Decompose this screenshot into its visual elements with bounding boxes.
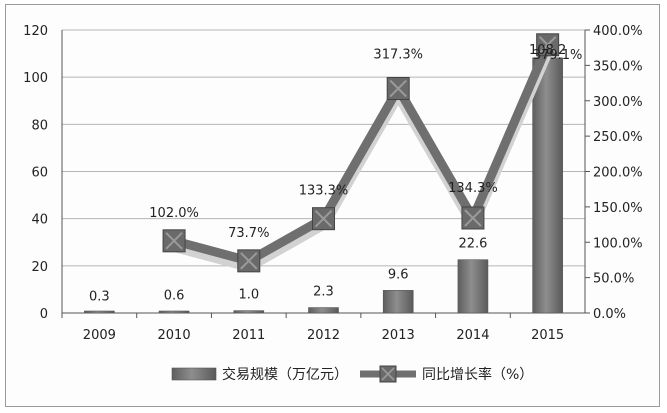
bar [158, 310, 190, 314]
x-tick-label: 2011 [232, 328, 265, 343]
y-right-tick-label: 350.0% [593, 59, 643, 74]
line-data-label: 379.1% [533, 48, 583, 63]
line-data-label: 317.3% [373, 48, 423, 63]
x-tick-label: 2012 [307, 328, 340, 343]
bar-data-label: 0.6 [164, 289, 185, 304]
x-tick-label: 2009 [83, 328, 116, 343]
y-right-tick-label: 200.0% [593, 166, 643, 181]
x-tick-label: 2015 [531, 328, 564, 343]
y-left-tick-label: 120 [23, 24, 48, 39]
legend-line-label: 同比增长率（%） [422, 366, 533, 383]
line-marker-cross [240, 252, 258, 270]
y-right-tick-label: 100.0% [593, 236, 643, 251]
bar [532, 57, 563, 314]
line-data-label: 134.3% [448, 181, 498, 196]
y-left-tick-label: 0 [40, 307, 48, 322]
series-line [172, 43, 552, 266]
line-series [162, 33, 560, 273]
line-marker-cross [464, 209, 482, 227]
data-labels: 0.3 0.6 1.0 2.3 9.6 22.6 108.2 102.0% 73.7% 133.3… [89, 43, 582, 304]
bar-data-label: 1.0 [238, 288, 259, 303]
bar-data-label: 22.6 [458, 237, 487, 252]
line-marker-cross [165, 232, 183, 250]
gridlines [62, 29, 585, 314]
line-marker-cross [389, 79, 407, 98]
legend: 交易规模（万亿元） 同比增长率（%） [171, 365, 533, 383]
bar-data-label: 0.3 [89, 289, 110, 304]
y-right-tick-label: 300.0% [593, 95, 643, 110]
x-tick-label: 2010 [158, 328, 191, 343]
legend-line-marker-cross [381, 367, 395, 381]
line-data-label: 73.7% [228, 226, 269, 241]
bar [233, 310, 265, 314]
line-marker-cross [314, 209, 333, 228]
legend-bar-swatch [171, 367, 217, 381]
bar [308, 307, 339, 314]
bar [457, 259, 489, 314]
y-right-tick-label: 150.0% [593, 201, 643, 216]
bar [382, 290, 414, 314]
legend-bar-label: 交易规模（万亿元） [222, 366, 348, 383]
x-tick-label: 2014 [456, 328, 489, 343]
y-right-tick-label: 50.0% [593, 272, 634, 287]
y-left-tick-label: 100 [23, 71, 48, 86]
y-left-tick-label: 80 [31, 118, 48, 133]
bar-data-label: 108.2 [529, 43, 566, 58]
y-left-tick-label: 60 [31, 166, 48, 181]
bar [84, 310, 115, 314]
axes: 0 20 40 60 80 100 120 0.0% 50.0% 100.0% 150.0% 200.… [23, 24, 642, 343]
y-left-tick-label: 20 [31, 260, 48, 275]
bar-series [84, 57, 563, 314]
bar-data-label: 9.6 [388, 267, 409, 282]
y-right-tick-label: 400.0% [593, 24, 643, 39]
bar-data-label: 2.3 [313, 285, 334, 300]
y-left-tick-label: 40 [31, 213, 48, 228]
y-right-tick-label: 0.0% [593, 307, 626, 322]
x-tick-label: 2013 [382, 328, 415, 343]
line-marker-cross [538, 36, 557, 54]
line-data-label: 102.0% [149, 206, 199, 221]
line-data-label: 133.3% [299, 184, 349, 199]
y-right-tick-label: 250.0% [593, 130, 643, 145]
